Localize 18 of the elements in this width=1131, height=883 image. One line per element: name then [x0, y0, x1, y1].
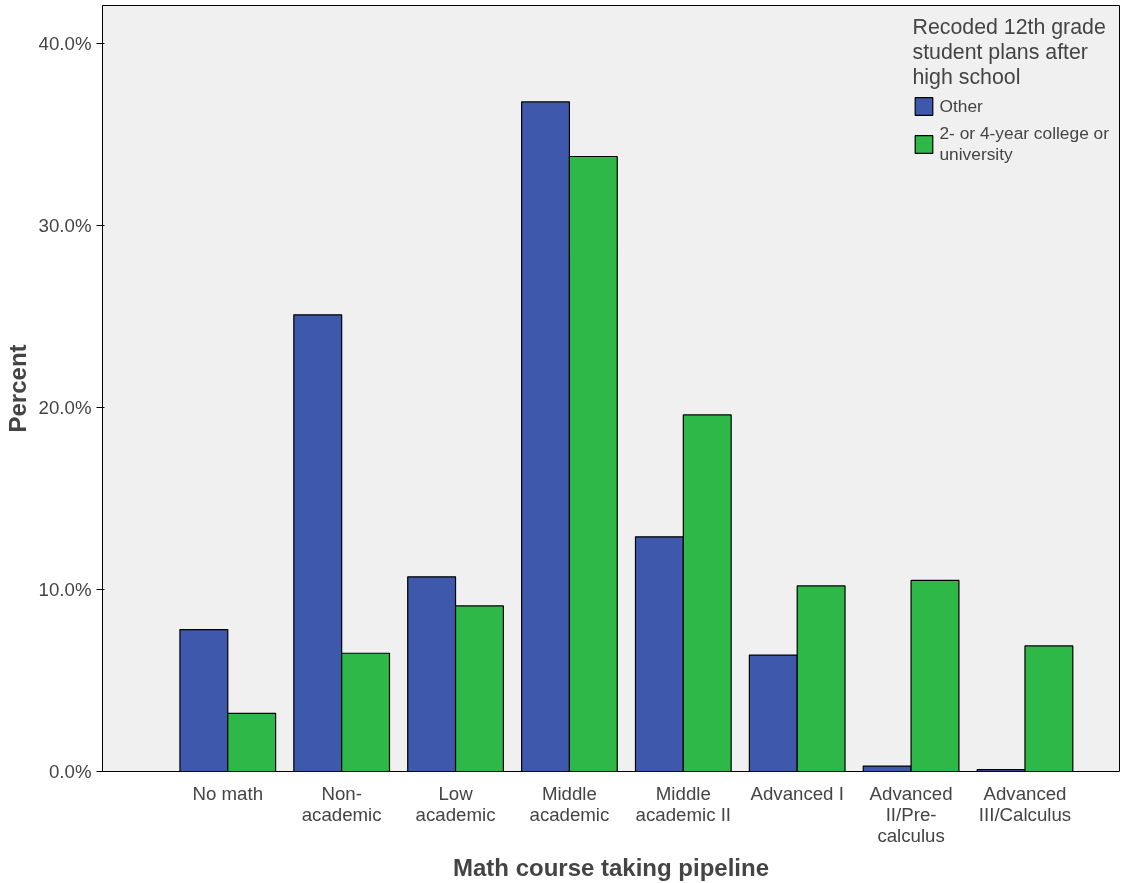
x-tick-label: Middle academic: [529, 782, 610, 825]
legend-label: Other: [939, 95, 983, 117]
y-tick-label: 20.0%: [38, 397, 92, 419]
x-tick-label: No math: [192, 782, 264, 804]
y-tick-label: 40.0%: [38, 33, 92, 55]
x-tick-label: Low academic: [415, 782, 496, 825]
x-tick-label: Advanced III/Calculus: [978, 782, 1072, 825]
y-tick-label: 10.0%: [38, 579, 92, 601]
legend-title: Recoded 12th grade student plans after high school: [912, 15, 1107, 90]
x-tick-label: Advanced I: [750, 782, 844, 804]
x-tick-label: Middle academic II: [635, 782, 732, 825]
x-tick-label: Non- academic: [301, 782, 382, 825]
y-tick-label: 30.0%: [38, 215, 92, 237]
legend-label: 2- or 4-year college or university: [939, 123, 1109, 165]
x-tick-label: Advanced II/Pre- calculus: [869, 782, 953, 846]
x-axis-title: Math course taking pipeline: [452, 853, 770, 881]
y-axis-title: Percent: [3, 344, 31, 433]
y-tick-label: 0.0%: [48, 761, 92, 782]
